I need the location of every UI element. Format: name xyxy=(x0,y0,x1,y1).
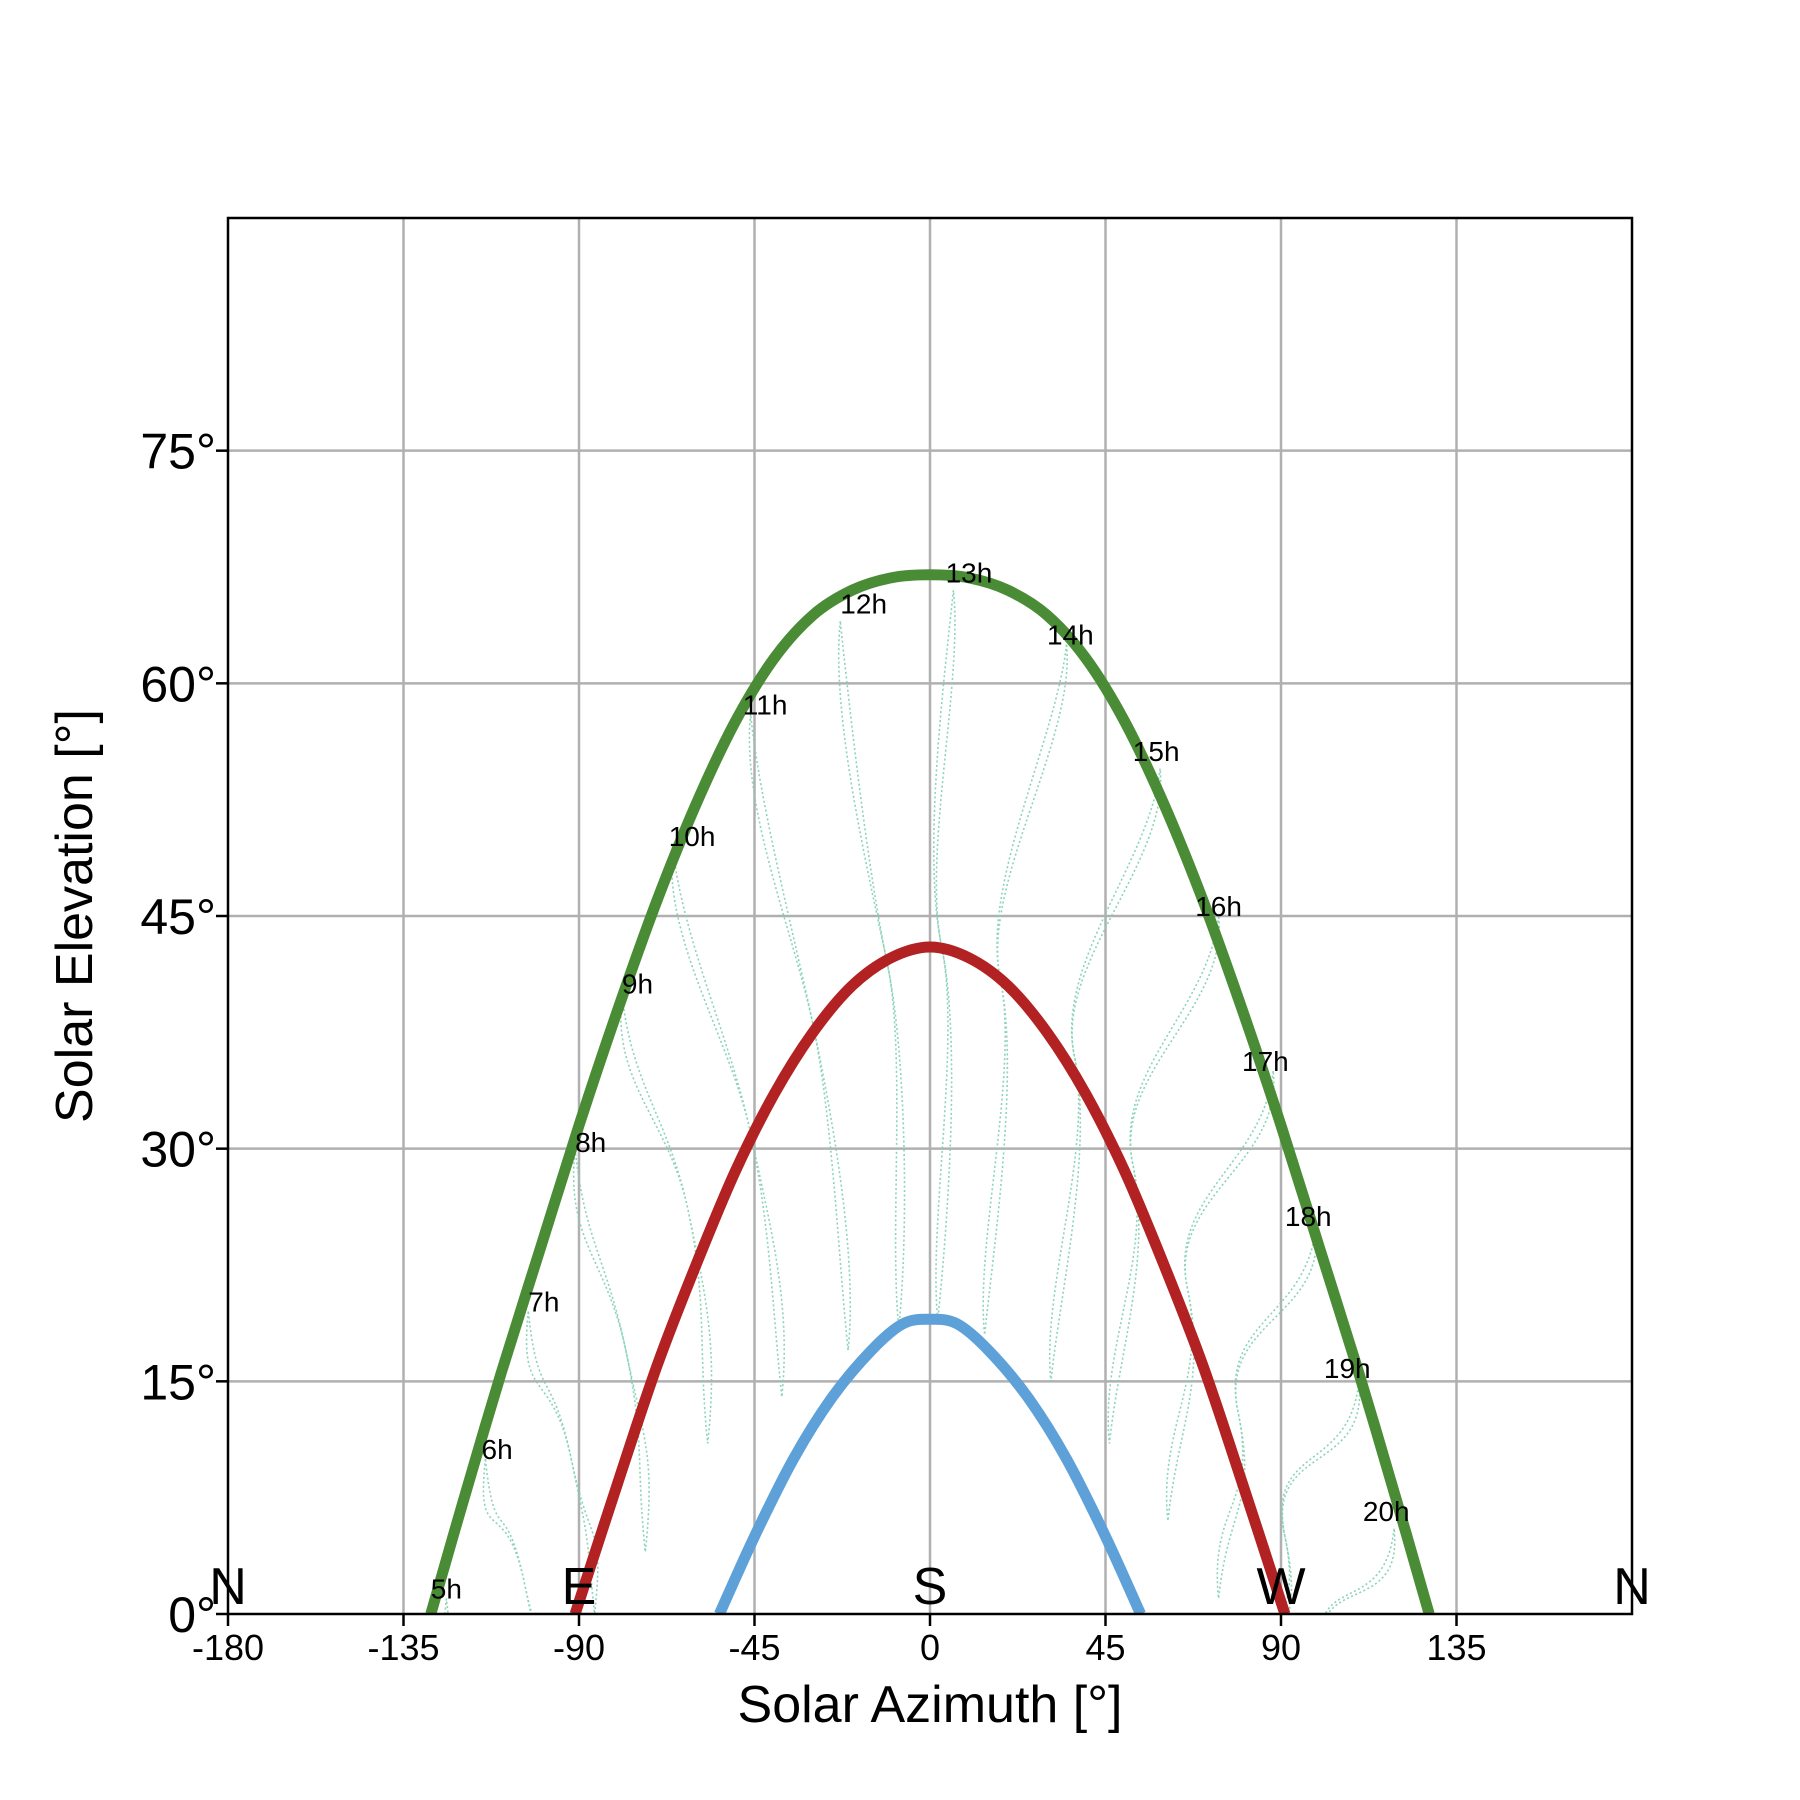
analemma-9h xyxy=(620,993,713,1444)
x-tick-label: -45 xyxy=(728,1627,780,1668)
analemma-11h xyxy=(748,714,852,1351)
analemma-8h xyxy=(572,1148,650,1553)
hour-label: 14h xyxy=(1047,620,1094,651)
analemma-17h xyxy=(1165,1071,1275,1522)
analemma-16h xyxy=(1107,915,1220,1444)
hour-label: 8h xyxy=(575,1127,606,1158)
series-line-2 xyxy=(714,1313,1146,1614)
analemma-6h xyxy=(482,1458,533,1614)
hour-label: 19h xyxy=(1324,1353,1371,1384)
hour-analemmas xyxy=(444,590,1396,1614)
y-tick-label: 75° xyxy=(140,424,216,480)
x-tick-label: 135 xyxy=(1426,1627,1486,1668)
axis-ticks: -180 -135 -90 -45 0 45 90 135 0° 15° 30° 45° 60° 75° xyxy=(140,424,1486,1668)
y-tick-label: 30° xyxy=(140,1122,216,1178)
day-paths xyxy=(425,569,1435,1614)
compass-label: S xyxy=(913,1558,948,1616)
analemma-15h xyxy=(1048,768,1162,1382)
hour-label: 12h xyxy=(840,589,887,620)
x-tick-label: -90 xyxy=(553,1627,605,1668)
hour-label: 18h xyxy=(1285,1201,1332,1232)
hour-label: 15h xyxy=(1133,736,1180,767)
hour-label: 16h xyxy=(1195,891,1242,922)
y-tick-label: 15° xyxy=(140,1354,216,1410)
hour-label: 20h xyxy=(1363,1496,1410,1527)
y-tick-label: 0° xyxy=(168,1587,216,1643)
hour-label: 9h xyxy=(622,969,653,1000)
hour-label: 13h xyxy=(946,558,993,589)
x-tick-label: 45 xyxy=(1085,1627,1125,1668)
y-tick-label: 45° xyxy=(140,889,216,945)
analemma-12h xyxy=(837,621,906,1328)
hour-label: 10h xyxy=(669,821,716,852)
x-tick-label: 0 xyxy=(920,1627,940,1668)
analemma-10h xyxy=(670,846,786,1397)
y-tick-label: 60° xyxy=(140,656,216,712)
hour-label: 17h xyxy=(1242,1046,1289,1077)
compass-label: E xyxy=(562,1558,597,1616)
x-tick-label: -180 xyxy=(192,1627,264,1668)
hour-label: 6h xyxy=(482,1434,513,1465)
hour-label: 11h xyxy=(743,689,788,720)
analemma-7h xyxy=(525,1311,599,1614)
grid-lines xyxy=(228,218,1632,1614)
hour-labels: 5h 6h 7h 8h 9h 10h 11h 12h 13h 14h 15h 16h 17h 18h 19h… xyxy=(431,558,1410,1605)
compass-label: N xyxy=(209,1558,247,1616)
y-axis-label: Solar Elevation [°] xyxy=(46,709,104,1123)
series-line-1 xyxy=(569,941,1291,1614)
hour-label: 7h xyxy=(528,1287,559,1318)
x-tick-label: -135 xyxy=(367,1627,439,1668)
analemma-19h xyxy=(1281,1381,1361,1614)
compass-label: W xyxy=(1256,1558,1305,1616)
x-tick-label: 90 xyxy=(1261,1627,1301,1668)
series-line-0 xyxy=(425,569,1435,1614)
compass-label: N xyxy=(1613,1558,1651,1616)
hour-label: 5h xyxy=(431,1573,462,1604)
x-axis-label: Solar Azimuth [°] xyxy=(738,1676,1123,1734)
